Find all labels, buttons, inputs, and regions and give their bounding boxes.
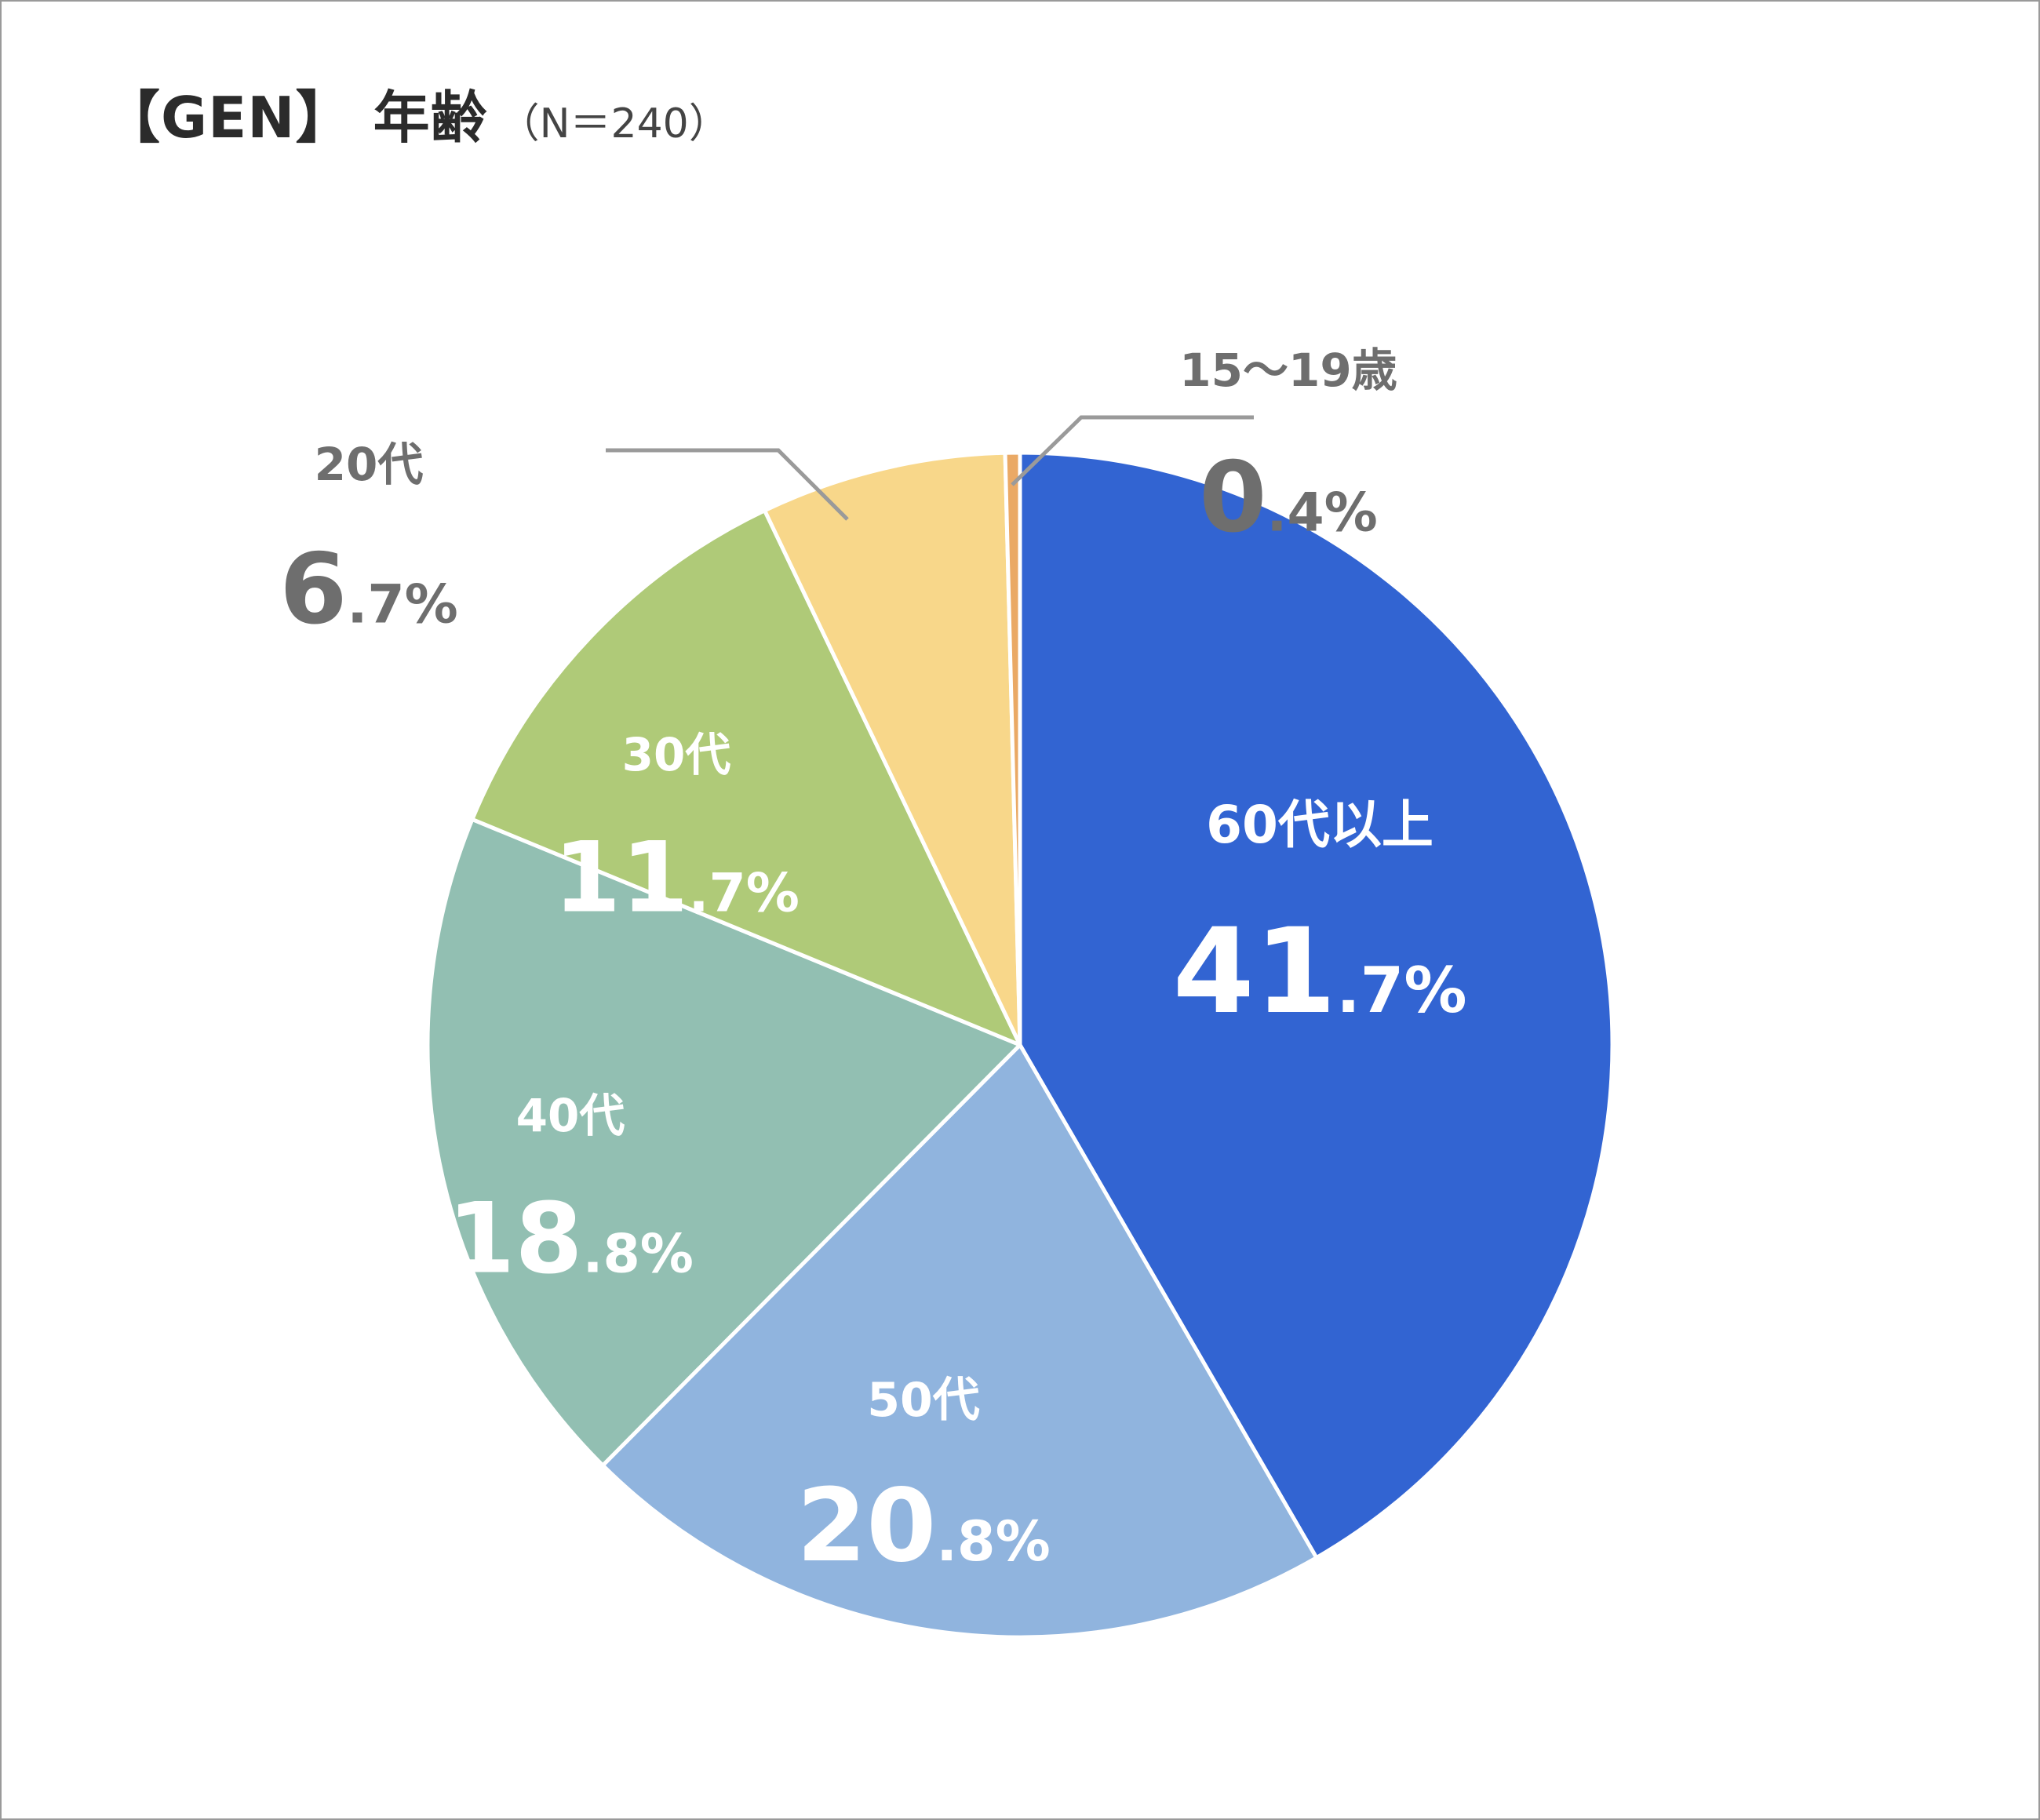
slice-value-3: 18.8% [447,1182,694,1295]
slice-label-6: 15〜19歳 [1179,344,1397,397]
slice-value-5: 6.7% [279,533,458,646]
chart-title-sample-size: （N＝240） [498,100,730,147]
chart-title-main: 【GEN】 年齢 [104,85,488,151]
pie-slice-2 [600,1043,1319,1640]
pie-slice-1 [1018,450,1615,1560]
pie-slice-5 [763,450,1022,1047]
pie-slice-6 [1003,450,1022,1047]
pie-slice-3 [425,817,1022,1468]
leader-line-6 [1011,415,1254,486]
slice-label-3: 40代 [516,1089,625,1142]
leader-line-5 [606,448,849,521]
slice-value-6: 0.4% [1199,441,1378,554]
slice-value-4: 11.7% [553,821,800,934]
slice-label-1: 60代以上 [1206,795,1433,855]
chart-title: 【GEN】 年齢 （N＝240） [104,89,730,146]
slice-label-2: 50代 [867,1373,980,1428]
slice-label-5: 20代 [315,438,424,491]
slice-value-2: 20.8% [796,1468,1051,1585]
slice-label-4: 30代 [622,728,731,781]
pie-slice-4 [470,508,1022,1047]
slice-value-1: 41.7% [1173,904,1467,1040]
